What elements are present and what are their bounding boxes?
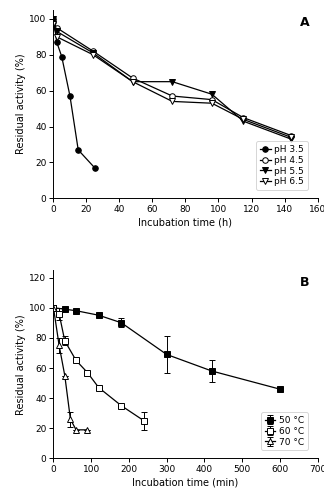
pH 3.5 xyxy=(76,147,80,153)
pH 4.5 xyxy=(55,25,59,31)
pH 6.5 xyxy=(131,79,135,85)
Line: pH 4.5: pH 4.5 xyxy=(51,20,294,139)
Line: pH 5.5: pH 5.5 xyxy=(51,16,294,142)
pH 4.5 xyxy=(131,75,135,81)
pH 5.5 xyxy=(52,16,55,22)
Y-axis label: Residual activity (%): Residual activity (%) xyxy=(17,314,27,415)
pH 5.5 xyxy=(289,136,293,142)
pH 4.5 xyxy=(170,93,174,99)
Legend: pH 3.5, pH 4.5, pH 5.5, pH 6.5: pH 3.5, pH 4.5, pH 5.5, pH 6.5 xyxy=(256,141,308,190)
X-axis label: Incubation time (h): Incubation time (h) xyxy=(138,217,233,227)
pH 6.5 xyxy=(210,100,214,106)
Text: A: A xyxy=(300,15,310,29)
pH 3.5 xyxy=(93,165,97,171)
pH 4.5 xyxy=(210,97,214,103)
pH 6.5 xyxy=(241,116,245,122)
pH 5.5 xyxy=(91,50,95,56)
pH 3.5 xyxy=(60,54,64,60)
pH 6.5 xyxy=(55,34,59,40)
pH 4.5 xyxy=(91,48,95,54)
pH 6.5 xyxy=(91,52,95,58)
pH 4.5 xyxy=(241,114,245,120)
pH 3.5 xyxy=(55,39,59,45)
Line: pH 6.5: pH 6.5 xyxy=(51,21,294,140)
pH 5.5 xyxy=(55,29,59,35)
pH 6.5 xyxy=(52,21,55,27)
pH 6.5 xyxy=(289,135,293,141)
Line: pH 3.5: pH 3.5 xyxy=(51,16,98,171)
pH 3.5 xyxy=(68,93,72,99)
pH 5.5 xyxy=(170,79,174,85)
Y-axis label: Residual activity (%): Residual activity (%) xyxy=(17,54,27,154)
pH 4.5 xyxy=(52,19,55,25)
pH 5.5 xyxy=(131,79,135,85)
pH 3.5 xyxy=(52,16,55,22)
Text: B: B xyxy=(300,276,310,288)
pH 5.5 xyxy=(210,91,214,97)
pH 4.5 xyxy=(289,133,293,139)
X-axis label: Incubation time (min): Incubation time (min) xyxy=(133,477,238,487)
pH 6.5 xyxy=(170,99,174,105)
Legend: 50 °C, 60 °C, 70 °C: 50 °C, 60 °C, 70 °C xyxy=(261,412,308,450)
pH 5.5 xyxy=(241,118,245,124)
